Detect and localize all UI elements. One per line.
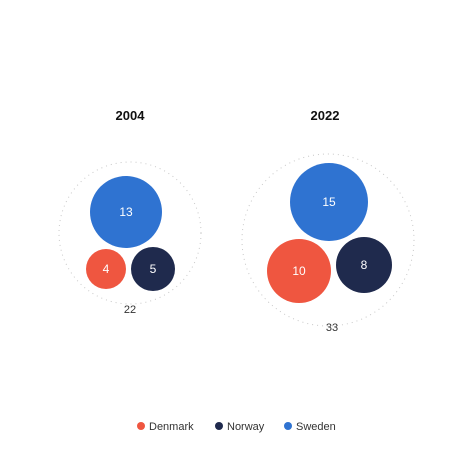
bubble-label-2022-denmark: 10 — [292, 264, 306, 278]
legend-item-sweden: Sweden — [284, 421, 336, 433]
bubble-2022-sweden — [290, 163, 368, 241]
group-title-2022: 2022 — [311, 108, 340, 123]
group-total-2022: 33 — [326, 322, 338, 334]
bubble-2004-norway — [131, 247, 175, 291]
legend: Denmark Norway Sweden — [137, 421, 336, 433]
legend-label-norway: Norway — [227, 421, 265, 433]
group-total-2004: 22 — [124, 304, 136, 316]
bubble-label-2004-norway: 5 — [150, 262, 157, 276]
group-2004: 2004 13 4 5 22 — [58, 108, 202, 316]
group-2022: 2022 15 10 8 33 — [241, 108, 415, 334]
bubble-label-2022-norway: 8 — [361, 258, 368, 272]
legend-item-denmark: Denmark — [137, 421, 194, 433]
bubble-label-2004-denmark: 4 — [103, 262, 110, 276]
bubble-2004-sweden — [90, 176, 162, 248]
group-title-2004: 2004 — [116, 108, 146, 123]
legend-item-norway: Norway — [215, 421, 265, 433]
legend-swatch-denmark — [137, 422, 145, 430]
bubble-label-2004-sweden: 13 — [119, 205, 133, 219]
legend-label-sweden: Sweden — [296, 421, 336, 433]
group-outline-2004 — [58, 161, 202, 305]
legend-label-denmark: Denmark — [149, 421, 194, 433]
legend-swatch-sweden — [284, 422, 292, 430]
bubble-2022-norway — [336, 237, 392, 293]
bubble-2022-denmark — [267, 239, 331, 303]
bubble-label-2022-sweden: 15 — [322, 195, 336, 209]
group-outline-2022 — [241, 153, 415, 327]
bubble-2004-denmark — [86, 249, 126, 289]
legend-swatch-norway — [215, 422, 223, 430]
